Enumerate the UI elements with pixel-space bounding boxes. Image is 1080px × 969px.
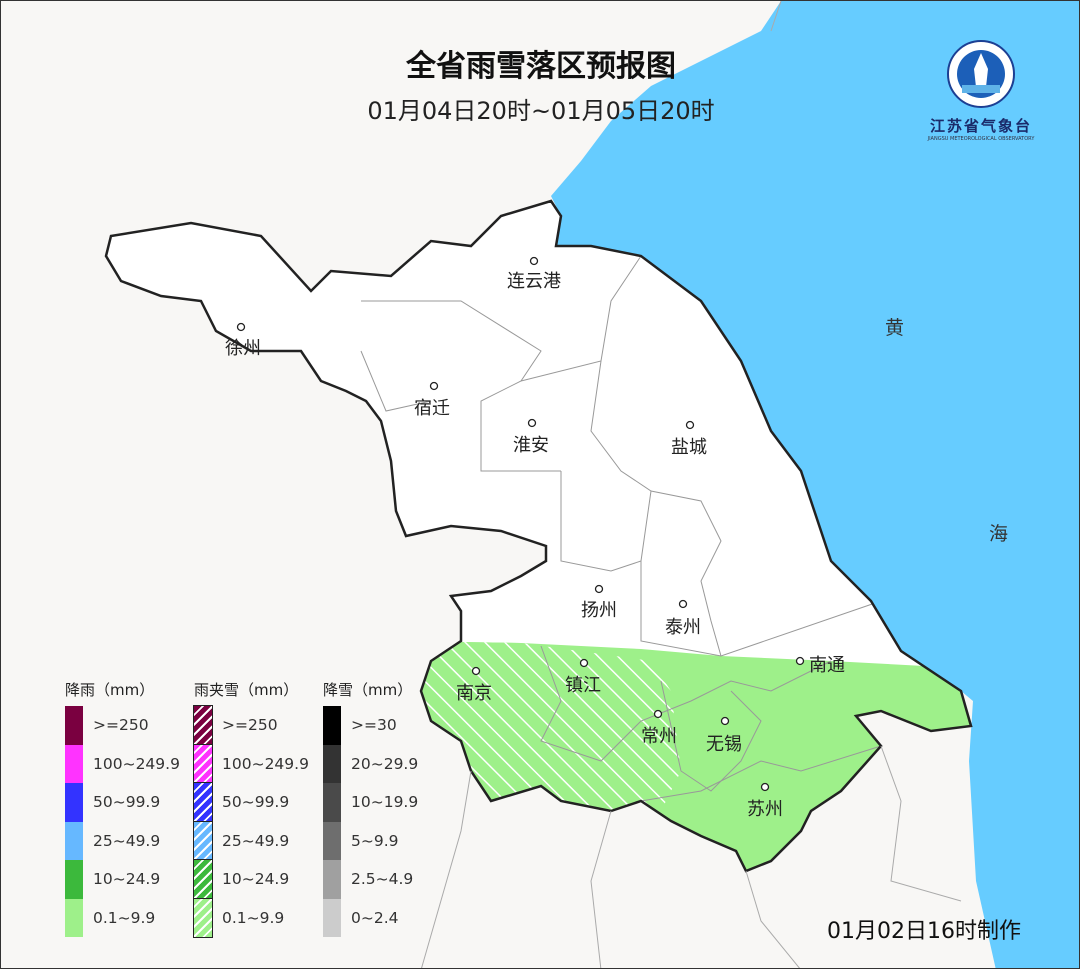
legend-item: 5~9.9 [323,821,418,860]
legend-swatch [323,860,341,899]
legend-swatch [193,782,213,823]
legend-title: 雨夹雪（mm） [194,681,299,699]
legend-label: 100~249.9 [222,754,309,773]
legend-item: 100~249.9 [193,743,309,784]
legend-label: 10~24.9 [93,870,161,889]
legend-title: 降雨（mm） [65,681,155,699]
legend-label: 25~49.9 [222,831,290,850]
neighbor-boundaries [421,1,962,968]
city-nanjing: 南京 [456,683,492,704]
legend-swatch [323,783,341,822]
legend-item: 10~24.9 [193,859,309,900]
legend-label: 10~19.9 [351,793,419,812]
city-yangzhou: 扬州 [581,600,617,621]
legend-label: 25~49.9 [93,831,161,850]
observatory-logo: 江苏省气象台 JIANGSU METEOROLOGICAL OBSERVATOR… [906,39,1056,142]
city-xuzhou: 徐州 [225,338,261,359]
city-lianyungang: 连云港 [507,271,561,292]
legend-item: 0~2.4 [323,898,418,937]
map-title: 全省雨雪落区预报图 [406,49,676,84]
legend-title: 降雪（mm） [323,681,413,699]
city-nantong: 南通 [809,655,845,676]
legend-swatch [193,705,213,746]
legend-item: 20~29.9 [323,744,419,783]
legend-item: >=250 [65,706,180,745]
legend-swatch [193,859,213,900]
city-boundaries [360,255,882,802]
legend-swatch [323,744,341,783]
legend-item: 25~49.9 [193,820,309,861]
legend-swatch [65,706,83,745]
legend-item: 25~49.9 [65,821,180,860]
city-huaian: 淮安 [513,435,549,456]
city-wuxi: 无锡 [706,734,742,755]
legend-item: 2.5~4.9 [323,860,418,899]
legend-label: >=250 [222,716,278,735]
legend-snow: 降雪（mm） >=30 20~29.9 10~19.9 5~9.9 2.5~4.9 0~2.… [323,679,418,937]
legend-label: 20~29.9 [351,754,419,773]
legend-item: 0.1~9.9 [193,897,309,938]
legend-label: 10~24.9 [222,870,290,889]
city-suzhou: 苏州 [747,799,783,820]
legend-swatch [65,898,83,937]
logo-name: 江苏省气象台 [929,117,1032,135]
city-taizhou: 泰州 [665,617,701,638]
sea-label-hai: 海 [989,523,1009,545]
city-suqian: 宿迁 [414,398,450,419]
legend-label: 0~2.4 [351,908,399,927]
legend-swatch [65,821,83,860]
legend-item: 0.1~9.9 [65,898,180,937]
legend-swatch [193,820,213,861]
legend-item: 10~19.9 [323,783,418,822]
legend-sleet: 雨夹雪（mm） >=250 100~249.9 50~99.9 25~49.9 10~24… [193,679,309,938]
legend-label: 50~99.9 [93,793,161,812]
legend-swatch [323,706,341,745]
legend-swatch [65,860,83,899]
legend-label: 50~99.9 [222,793,290,812]
legend-item: 50~99.9 [193,782,309,823]
legend-rain: 降雨（mm） >=250 100~249.9 50~99.9 25~49.9 10~24.… [65,679,180,937]
legend-swatch [193,743,213,784]
legend-swatch [193,897,213,938]
sea-label-huang: 黄 [885,317,905,339]
legend-swatch [65,783,83,822]
legend-label: 2.5~4.9 [351,870,414,889]
legend-item: >=250 [193,705,309,746]
legend-label: 0.1~9.9 [222,908,285,927]
legend-swatch [323,898,341,937]
legend-swatch [65,744,83,783]
legend-label: 100~249.9 [93,754,180,773]
legend-item: 50~99.9 [65,783,180,822]
city-changzhou: 常州 [641,726,677,747]
legend-label: >=250 [93,716,149,735]
legend-swatch [323,821,341,860]
legend-item: >=30 [323,706,418,745]
issue-time: 01月02日16时制作 [827,919,1021,944]
legend-item: 100~249.9 [65,744,180,783]
logo-subtitle: JIANGSU METEOROLOGICAL OBSERVATORY [927,136,1035,142]
yellow-sea [551,1,1079,968]
legend-label: >=30 [351,716,397,735]
forecast-period: 01月04日20时~01月05日20时 [367,97,715,125]
legend-label: 5~9.9 [351,831,399,850]
legend-item: 10~24.9 [65,860,180,899]
city-yancheng: 盐城 [671,437,707,458]
city-markers [236,256,805,792]
city-zhenjiang: 镇江 [565,675,601,696]
legend-label: 0.1~9.9 [93,908,156,927]
logo-emblem-icon [947,40,1015,108]
